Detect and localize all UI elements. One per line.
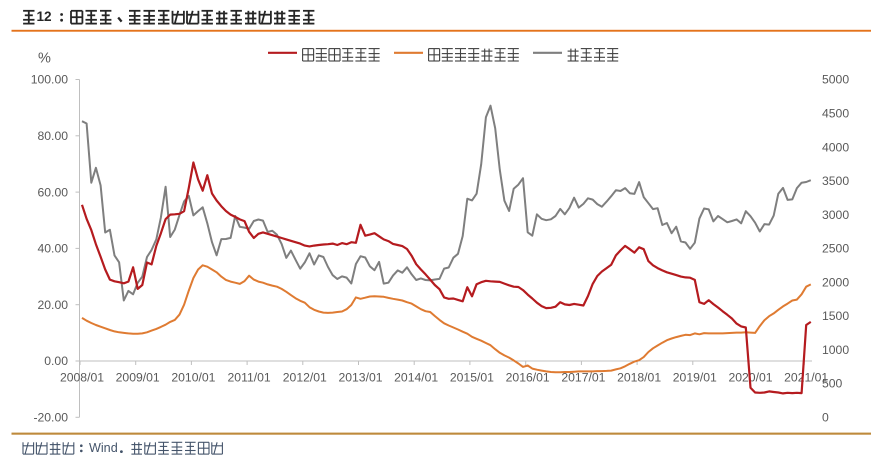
svg-text:2021/01: 2021/01 [784, 371, 828, 385]
svg-text:%: % [38, 51, 51, 67]
svg-text:100.00: 100.00 [31, 73, 68, 87]
svg-text:500: 500 [822, 377, 843, 391]
svg-text:2500: 2500 [822, 242, 849, 256]
svg-text:4500: 4500 [822, 107, 849, 121]
svg-text:40.00: 40.00 [38, 242, 69, 256]
svg-text:2019/01: 2019/01 [673, 371, 717, 385]
svg-text:2013/01: 2013/01 [338, 371, 382, 385]
svg-text:4000: 4000 [822, 140, 849, 154]
svg-text:5000: 5000 [822, 73, 849, 87]
svg-text:12: 12 [37, 9, 53, 24]
svg-text:2017/01: 2017/01 [561, 371, 605, 385]
svg-text:80.00: 80.00 [38, 129, 69, 143]
svg-text:2009/01: 2009/01 [116, 371, 160, 385]
svg-text:2000: 2000 [822, 275, 849, 289]
svg-text:Wind: Wind [89, 441, 118, 455]
svg-text:2012/01: 2012/01 [283, 371, 327, 385]
svg-text:1500: 1500 [822, 309, 849, 323]
svg-text:60.00: 60.00 [38, 185, 69, 199]
svg-text:2015/01: 2015/01 [450, 371, 494, 385]
svg-text:1000: 1000 [822, 343, 849, 357]
svg-text:3500: 3500 [822, 174, 849, 188]
svg-text:2016/01: 2016/01 [506, 371, 550, 385]
svg-text:2010/01: 2010/01 [171, 371, 215, 385]
svg-text:2011/01: 2011/01 [228, 371, 271, 385]
svg-text:20.00: 20.00 [38, 298, 69, 312]
svg-text:0.00: 0.00 [44, 354, 68, 368]
svg-text:2008/01: 2008/01 [60, 371, 104, 385]
svg-text:2018/01: 2018/01 [617, 371, 661, 385]
svg-text:2014/01: 2014/01 [394, 371, 438, 385]
svg-text:-20.00: -20.00 [33, 411, 68, 425]
svg-text:0: 0 [822, 411, 829, 425]
svg-text:3000: 3000 [822, 208, 849, 222]
